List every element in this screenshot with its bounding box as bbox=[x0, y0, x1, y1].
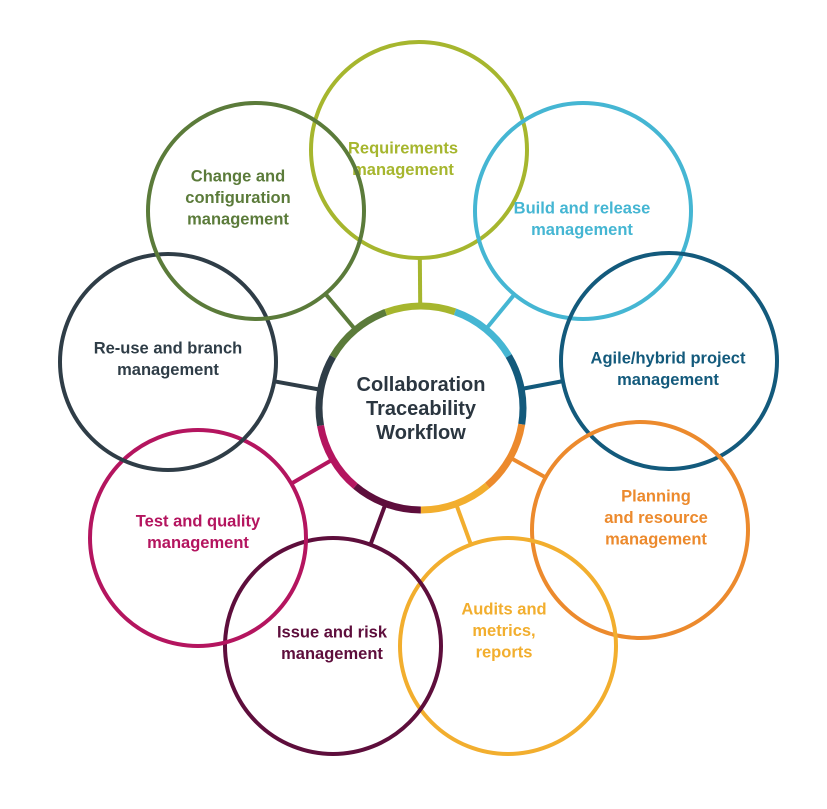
connector-issue-risk bbox=[368, 502, 388, 546]
node-label-line: management bbox=[281, 645, 383, 663]
node-audits-metrics: Audits and metrics, reports bbox=[398, 536, 618, 756]
connector-planning-resource bbox=[509, 455, 547, 480]
node-test-quality: Test and quality management bbox=[88, 428, 308, 648]
node-issue-risk: Issue and risk management bbox=[223, 536, 443, 756]
node-label-line: and resource bbox=[604, 509, 708, 527]
node-label-line: Change and bbox=[191, 168, 285, 186]
ring-segment-issue-risk bbox=[353, 483, 421, 514]
node-label-change-config: Change and configuration management bbox=[185, 168, 290, 229]
connector-agile-hybrid bbox=[520, 379, 564, 391]
connector-test-quality bbox=[290, 457, 334, 486]
node-label-line: management bbox=[605, 531, 707, 549]
connector-audits-metrics bbox=[454, 503, 473, 546]
node-label-line: Test and quality bbox=[136, 512, 261, 530]
node-label-line: management bbox=[187, 211, 289, 229]
node-label-line: configuration bbox=[185, 189, 290, 207]
node-label-line: management bbox=[147, 534, 249, 552]
node-label-planning-resource: Planning and resource management bbox=[604, 488, 708, 549]
node-circle-requirements bbox=[309, 40, 529, 260]
node-label-line: Issue and risk bbox=[277, 623, 388, 641]
node-circle-reuse-branch bbox=[58, 252, 278, 472]
connector-change-config bbox=[323, 292, 358, 332]
node-label-line: Audits and bbox=[461, 601, 546, 619]
node-label-line: management bbox=[617, 371, 719, 389]
node-circle-build-release bbox=[473, 101, 693, 321]
center-label-line: Workflow bbox=[376, 422, 466, 444]
center-label: Collaboration Traceability Workflow bbox=[357, 374, 486, 444]
node-agile-hybrid: Agile/hybrid project management bbox=[559, 251, 779, 471]
center-label-line: Collaboration bbox=[357, 374, 486, 396]
center-label-line: Traceability bbox=[366, 398, 477, 420]
node-label-line: Agile/hybrid project bbox=[591, 349, 746, 367]
node-label-requirements: Requirements management bbox=[348, 139, 458, 179]
ring-segment-change-config bbox=[329, 308, 388, 359]
nodes: Requirements management Build and release m… bbox=[58, 40, 779, 756]
node-circle-audits-metrics bbox=[398, 536, 618, 756]
node-label-audits-metrics: Audits and metrics, reports bbox=[461, 601, 546, 662]
ring-segment-agile-hybrid bbox=[505, 354, 527, 425]
connectors bbox=[273, 257, 564, 546]
node-circle-test-quality bbox=[88, 428, 308, 648]
ring-segment-audits-metrics bbox=[420, 482, 490, 514]
node-build-release: Build and release management bbox=[473, 101, 693, 321]
node-label-line: Requirements bbox=[348, 139, 458, 157]
node-change-config: Change and configuration management bbox=[146, 101, 366, 321]
ring-segment-test-quality bbox=[317, 424, 358, 489]
node-label-line: Planning bbox=[621, 488, 691, 506]
ring-segment-requirements bbox=[384, 302, 457, 316]
node-circle-change-config bbox=[146, 101, 366, 321]
node-requirements: Requirements management bbox=[309, 40, 529, 260]
node-label-line: management bbox=[352, 161, 454, 179]
ring-segment-reuse-branch bbox=[315, 354, 336, 427]
node-label-build-release: Build and release management bbox=[514, 199, 651, 239]
connector-build-release bbox=[484, 293, 516, 331]
node-planning-resource: Planning and resource management bbox=[530, 420, 750, 640]
node-circle-planning-resource bbox=[530, 420, 750, 640]
node-label-test-quality: Test and quality management bbox=[136, 512, 261, 552]
ring-segment-planning-resource bbox=[484, 423, 526, 489]
center-hub: Collaboration Traceability Workflow bbox=[357, 374, 486, 444]
node-label-issue-risk: Issue and risk management bbox=[277, 623, 388, 663]
node-label-line: Re-use and branch bbox=[94, 339, 243, 357]
ring-segment-build-release bbox=[453, 308, 512, 358]
node-label-agile-hybrid: Agile/hybrid project management bbox=[591, 349, 746, 389]
node-label-line: management bbox=[117, 361, 219, 379]
node-circle-issue-risk bbox=[223, 536, 443, 756]
node-label-line: reports bbox=[476, 644, 533, 662]
connector-reuse-branch bbox=[273, 379, 322, 392]
node-circle-agile-hybrid bbox=[559, 251, 779, 471]
node-label-line: metrics, bbox=[472, 622, 535, 640]
node-label-line: Build and release bbox=[514, 199, 651, 217]
center-ring bbox=[315, 302, 527, 514]
node-label-line: management bbox=[531, 221, 633, 239]
node-label-reuse-branch: Re-use and branch management bbox=[94, 339, 243, 379]
node-reuse-branch: Re-use and branch management bbox=[58, 252, 278, 472]
